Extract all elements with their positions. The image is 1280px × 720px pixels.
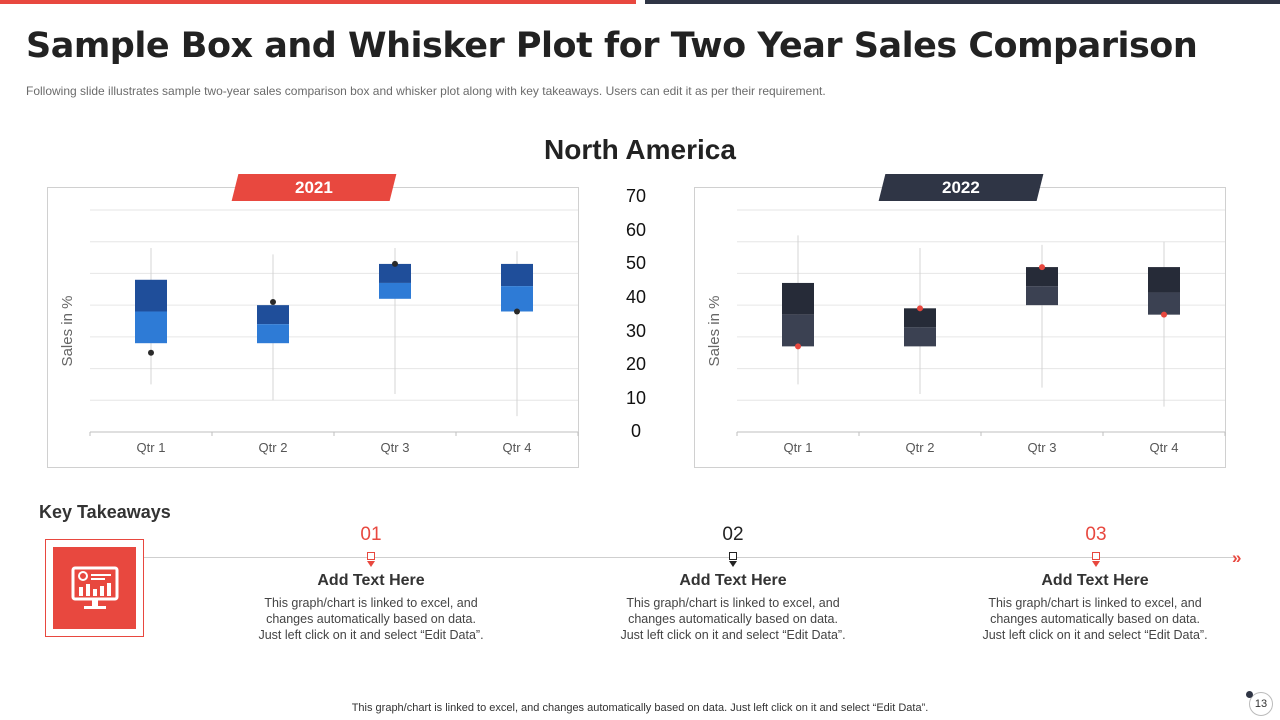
step-number: 01 bbox=[360, 524, 382, 545]
box-lower bbox=[904, 327, 936, 347]
x-tick-label: Qtr 4 bbox=[503, 440, 532, 455]
box-lower bbox=[782, 314, 814, 347]
center-axis-tick: 50 bbox=[625, 253, 647, 273]
step-body: This graph/chart is linked to excel, and… bbox=[241, 595, 501, 643]
box-lower bbox=[257, 324, 289, 344]
timeline-arrow-icon: » bbox=[1232, 548, 1242, 567]
page-title: Sample Box and Whisker Plot for Two Year… bbox=[26, 26, 1198, 66]
center-axis-tick: 10 bbox=[625, 388, 647, 408]
year-tag-2021: 2021 bbox=[231, 174, 397, 201]
center-axis-tick: 20 bbox=[625, 354, 647, 374]
step-pointer-icon bbox=[367, 561, 375, 567]
y-axis-label: Sales in % bbox=[706, 296, 723, 367]
data-point bbox=[392, 260, 398, 267]
step-body-line: Just left click on it and select “Edit D… bbox=[258, 628, 484, 642]
box-lower bbox=[1026, 286, 1058, 306]
x-tick-label: Qtr 3 bbox=[1028, 440, 1057, 455]
monitor-chart-icon bbox=[71, 566, 119, 609]
page-dot-icon bbox=[1246, 691, 1253, 698]
box-upper bbox=[782, 282, 814, 315]
takeaways-timeline bbox=[144, 557, 1234, 558]
step-body-line: Just left click on it and select “Edit D… bbox=[982, 628, 1208, 642]
page-number: 13 bbox=[1249, 692, 1273, 716]
top-accent-bar-dark bbox=[645, 0, 1280, 4]
x-tick-label: Qtr 4 bbox=[1150, 440, 1179, 455]
data-point bbox=[148, 349, 154, 356]
step-number: 03 bbox=[1085, 524, 1107, 545]
y-axis-label: Sales in % bbox=[59, 296, 76, 367]
box-upper bbox=[257, 305, 289, 325]
step-body: This graph/chart is linked to excel, and… bbox=[965, 595, 1225, 643]
step-pointer-icon bbox=[729, 561, 737, 567]
box-plot-2021-svg: Sales in % Qtr 1 Qtr 2 Qtr 3 Qtr 4 bbox=[59, 209, 579, 455]
step-body-line: changes automatically based on data. bbox=[628, 612, 838, 626]
data-point bbox=[514, 308, 520, 315]
step-heading: Add Text Here bbox=[679, 572, 787, 589]
box-upper bbox=[1148, 267, 1180, 293]
step-body-line: changes automatically based on data. bbox=[266, 612, 476, 626]
step-body-line: changes automatically based on data. bbox=[990, 612, 1200, 626]
step-marker-icon bbox=[367, 552, 375, 560]
box-upper bbox=[379, 263, 411, 283]
center-axis-tick: 40 bbox=[625, 287, 647, 307]
x-tick-label: Qtr 1 bbox=[137, 440, 166, 455]
box-upper bbox=[904, 308, 936, 328]
footer-note: This graph/chart is linked to excel, and… bbox=[351, 702, 929, 714]
key-takeaways-title: Key Takeaways bbox=[39, 502, 171, 522]
data-point bbox=[270, 298, 276, 305]
step-heading: Add Text Here bbox=[317, 572, 425, 589]
step-pointer-icon bbox=[1092, 561, 1100, 567]
data-point bbox=[795, 343, 801, 350]
box-lower bbox=[501, 286, 533, 312]
step-body: This graph/chart is linked to excel, and… bbox=[603, 595, 863, 643]
takeaways-icon-tile bbox=[53, 547, 136, 629]
box-lower bbox=[379, 282, 411, 299]
center-axis-tick: 0 bbox=[630, 421, 641, 441]
box-upper bbox=[135, 279, 167, 312]
step-marker-icon bbox=[1092, 552, 1100, 560]
center-axis-tick: 70 bbox=[625, 186, 647, 206]
takeaways-icon-frame bbox=[45, 539, 144, 637]
page-subtitle: Following slide illustrates sample two-y… bbox=[26, 84, 826, 98]
box-lower bbox=[1148, 292, 1180, 315]
step-body-line: This graph/chart is linked to excel, and bbox=[988, 596, 1202, 610]
year-tag-2022: 2022 bbox=[878, 174, 1044, 201]
box-lower bbox=[135, 311, 167, 344]
top-accent-bar-red bbox=[0, 0, 636, 4]
step-body-line: This graph/chart is linked to excel, and bbox=[264, 596, 478, 610]
x-tick-label: Qtr 2 bbox=[906, 440, 935, 455]
box-upper bbox=[1026, 267, 1058, 287]
x-tick-label: Qtr 1 bbox=[784, 440, 813, 455]
step-body-line: Just left click on it and select “Edit D… bbox=[620, 628, 846, 642]
x-tick-label: Qtr 3 bbox=[381, 440, 410, 455]
center-axis-tick: 60 bbox=[625, 220, 647, 240]
step-number: 02 bbox=[722, 524, 744, 545]
data-point bbox=[917, 305, 923, 312]
data-point bbox=[1039, 264, 1045, 271]
box-plot-2022-svg: Sales in % Qtr 1 Qtr 2 Qtr 3 Qtr 4 bbox=[706, 209, 1226, 455]
data-point bbox=[1161, 311, 1167, 318]
year-tag-2022-label: 2022 bbox=[942, 178, 980, 197]
step-heading: Add Text Here bbox=[1041, 572, 1149, 589]
step-body-line: This graph/chart is linked to excel, and bbox=[626, 596, 840, 610]
x-tick-label: Qtr 2 bbox=[259, 440, 288, 455]
year-tag-2021-label: 2021 bbox=[295, 178, 333, 197]
center-axis-tick: 30 bbox=[625, 321, 647, 341]
step-marker-icon bbox=[729, 552, 737, 560]
box-upper bbox=[501, 263, 533, 287]
box-plot-2022[interactable]: Sales in % Qtr 1 Qtr 2 Qtr 3 Qtr 4 bbox=[694, 187, 1226, 468]
box-plot-2021[interactable]: Sales in % Qtr 1 Qtr 2 Qtr 3 Qtr 4 bbox=[47, 187, 579, 468]
region-title: North America bbox=[544, 134, 736, 165]
